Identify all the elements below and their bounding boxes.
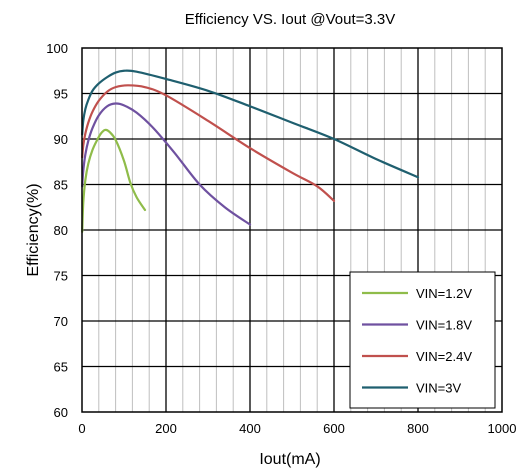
x-tick-label: 800 — [407, 421, 429, 436]
y-tick-label: 90 — [54, 132, 68, 147]
legend-label-vin-1-2v: VIN=1.2V — [416, 286, 472, 301]
y-axis-label: Efficiency(%) — [25, 183, 42, 276]
legend-label-vin-1-8v: VIN=1.8V — [416, 318, 472, 333]
x-tick-label: 0 — [78, 421, 85, 436]
y-tick-label: 65 — [54, 360, 68, 375]
legend-label-vin-3v: VIN=3V — [416, 381, 461, 396]
x-tick-label: 1000 — [488, 421, 517, 436]
x-axis-tick-labels: 0 200 400 600 800 1000 — [78, 421, 516, 436]
x-tick-label: 200 — [155, 421, 177, 436]
y-tick-label: 85 — [54, 178, 68, 193]
x-axis-label: Iout(mA) — [259, 451, 320, 468]
y-axis-tick-labels: 60 65 70 75 80 85 90 95 100 — [46, 41, 68, 420]
chart-legend: VIN=1.2V VIN=1.8V VIN=2.4V VIN=3V — [350, 272, 495, 408]
y-tick-label: 75 — [54, 269, 68, 284]
chart-title: Efficiency VS. Iout @Vout=3.3V — [185, 11, 396, 28]
series-line-vin-2-4v — [82, 85, 334, 201]
y-tick-label: 60 — [54, 405, 68, 420]
x-tick-label: 400 — [239, 421, 261, 436]
y-tick-label: 70 — [54, 314, 68, 329]
y-tick-label: 80 — [54, 223, 68, 238]
y-tick-label: 95 — [54, 87, 68, 102]
series-line-vin-1-2v — [82, 130, 145, 232]
x-tick-label: 600 — [323, 421, 345, 436]
legend-label-vin-2-4v: VIN=2.4V — [416, 349, 472, 364]
y-tick-label: 100 — [46, 41, 68, 56]
